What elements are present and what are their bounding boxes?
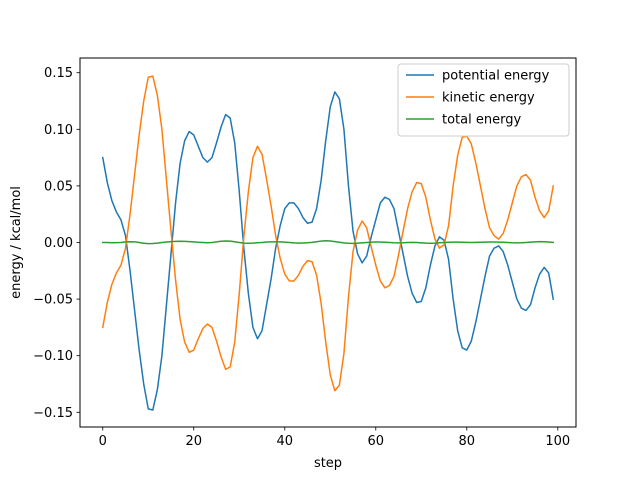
y-tick-label: −0.10 (33, 349, 73, 364)
y-tick-label: 0.00 (44, 236, 73, 251)
x-tick-label: 40 (276, 434, 293, 449)
legend-label-2: total energy (442, 113, 521, 128)
x-tick-label: 100 (545, 434, 570, 449)
y-axis-ticks: −0.15 −0.10 −0.05 0.00 0.05 0.10 0.15 (33, 66, 80, 421)
x-tick-label: 0 (99, 434, 107, 449)
legend-label-0: potential energy (442, 69, 550, 84)
y-tick-label: −0.05 (33, 293, 73, 308)
series-line-1 (101, 75, 555, 392)
x-tick-label: 20 (185, 434, 202, 449)
x-axis-ticks: 0 20 40 60 80 100 (99, 427, 570, 449)
series-line-2 (102, 240, 555, 245)
series-layer (101, 75, 555, 411)
x-tick-label: 60 (368, 434, 385, 449)
y-tick-label: 0.05 (44, 179, 73, 194)
x-tick-label: 80 (459, 434, 476, 449)
legend-label-1: kinetic energy (442, 91, 535, 106)
series-line-0 (101, 91, 555, 411)
x-axis-label: step (314, 456, 342, 471)
legend: potential energy kinetic energy total ener… (397, 63, 570, 137)
y-axis-label: energy / kcal/mol (9, 186, 24, 299)
y-tick-label: −0.15 (33, 406, 73, 421)
y-tick-label: 0.15 (44, 66, 73, 81)
legend-box (397, 63, 570, 137)
y-tick-label: 0.10 (44, 123, 73, 138)
